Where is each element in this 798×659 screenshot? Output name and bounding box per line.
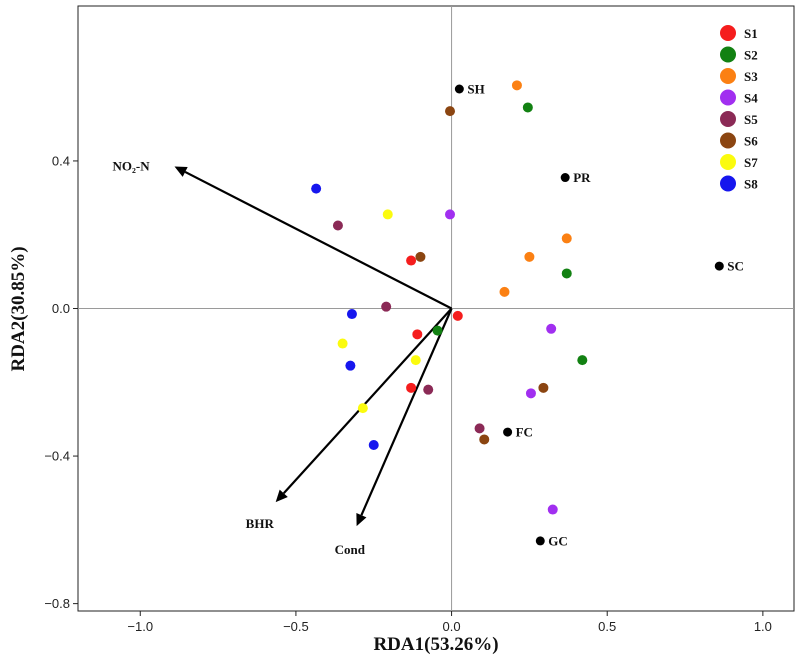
site-label: SH <box>467 82 484 97</box>
y-tick-label: 0.4 <box>52 153 70 168</box>
sample-point <box>522 102 533 113</box>
sample-point <box>524 251 535 262</box>
site-label: SC <box>727 259 744 274</box>
axes: −1.0 −0.5 0.0 0.5 1.0 −0.8 −0.4 0.0 0.4 <box>44 153 772 634</box>
site-point <box>454 84 464 94</box>
legend-swatch <box>720 111 736 127</box>
sample-point <box>538 382 549 393</box>
legend-label: S5 <box>744 112 758 127</box>
site-label: GC <box>548 533 568 548</box>
sample-point <box>445 209 456 220</box>
sample-point <box>525 388 536 399</box>
sample-point <box>406 255 417 266</box>
sample-point <box>561 233 572 244</box>
sample-point <box>368 439 379 450</box>
legend-swatch <box>720 132 736 149</box>
site-label: PR <box>573 170 591 185</box>
sample-point <box>511 80 522 91</box>
sample-point <box>406 382 417 393</box>
sample-point <box>382 209 393 220</box>
sample-point <box>547 504 558 515</box>
x-tick-label: −0.5 <box>283 619 309 634</box>
vector-arrowhead <box>275 489 288 503</box>
sample-point <box>412 329 423 340</box>
legend-label: S3 <box>744 69 758 84</box>
sample-point <box>346 309 357 320</box>
x-tick-label: 0.5 <box>598 619 616 634</box>
zero-lines <box>78 6 794 611</box>
vector-label: Cond <box>335 542 366 557</box>
vector-label: BHR <box>246 516 275 531</box>
legend-swatch <box>720 46 736 63</box>
x-tick-label: −1.0 <box>127 619 153 634</box>
x-tick-label: 0.0 <box>443 619 461 634</box>
y-tick-label: −0.8 <box>44 596 70 611</box>
sample-point <box>479 434 490 445</box>
sample-point <box>345 360 356 371</box>
x-axis-title: RDA1(53.26%) <box>373 634 498 655</box>
sample-point <box>561 268 572 279</box>
sample-point <box>311 183 322 194</box>
vector-arrowhead <box>356 512 367 527</box>
y-tick-label: 0.0 <box>52 301 70 316</box>
sample-point <box>546 323 557 334</box>
legend-label: S4 <box>744 91 758 106</box>
vector-line <box>360 308 453 516</box>
legend: S1 S2 S3 S4 S5 S6 S7 S8 <box>720 25 758 192</box>
sample-point <box>432 325 443 336</box>
legend-label: S6 <box>744 134 758 149</box>
sample-point <box>410 355 421 366</box>
sample-point <box>499 286 510 297</box>
site-points: SH PR SC FC GC <box>454 82 744 548</box>
legend-label: S1 <box>744 26 758 41</box>
legend-label: S8 <box>744 177 758 192</box>
legend-swatch <box>720 89 736 106</box>
sample-point <box>332 220 343 231</box>
legend-label: S7 <box>744 155 758 170</box>
sample-point <box>357 403 368 414</box>
sample-point <box>445 106 456 117</box>
sample-point <box>423 384 434 395</box>
vector-arrowhead <box>174 166 188 177</box>
sample-point <box>337 338 348 349</box>
legend-label: S2 <box>744 48 758 63</box>
legend-swatch <box>720 25 736 41</box>
x-tick-label: 1.0 <box>754 619 772 634</box>
site-point <box>714 261 724 271</box>
vector-line <box>282 307 453 495</box>
site-point <box>503 427 513 437</box>
legend-swatch <box>720 68 736 84</box>
y-tick-label: −0.4 <box>44 449 70 464</box>
sample-point <box>452 310 463 321</box>
sample-point <box>474 423 485 434</box>
vector-label: NO₂-N <box>113 158 151 173</box>
environmental-vectors: NO₂-N BHR Cond <box>113 158 453 557</box>
legend-swatch <box>720 154 736 170</box>
site-point <box>535 536 545 546</box>
sample-point <box>415 251 426 262</box>
vector-line <box>184 170 453 310</box>
sample-point <box>381 301 392 312</box>
site-point <box>560 173 570 183</box>
site-label: FC <box>516 425 533 440</box>
sample-point <box>577 355 588 366</box>
y-axis-title: RDA2(30.85%) <box>8 246 29 371</box>
sample-points <box>311 80 588 515</box>
legend-swatch <box>720 175 736 192</box>
